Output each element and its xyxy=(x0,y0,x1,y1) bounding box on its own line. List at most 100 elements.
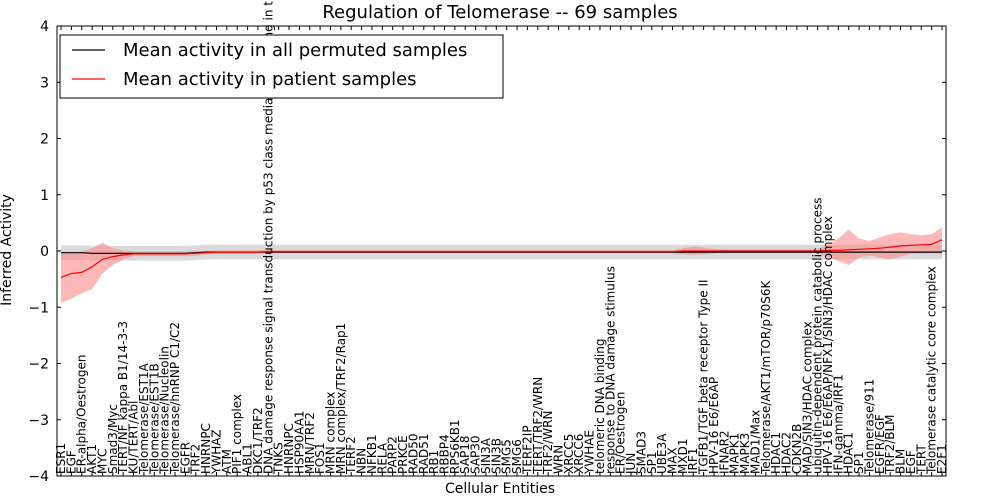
x-axis-label: Cellular Entities xyxy=(445,481,555,497)
x-tick-label: RB1 xyxy=(427,450,441,474)
x-tick-label: Telomerase/hnRNP C1/C2 xyxy=(168,322,182,475)
series-band-1 xyxy=(61,227,942,303)
y-tick-label: 0 xyxy=(40,244,49,260)
y-tick-label: 3 xyxy=(40,75,49,91)
x-tick-label: MAD/SIN3/HDAC complex xyxy=(800,321,814,474)
x-tick-label: XRCC6 xyxy=(572,434,586,474)
chart-title: Regulation of Telomerase -- 69 samples xyxy=(322,2,677,23)
x-tick-label: NFKB1 xyxy=(365,434,379,474)
x-tick-label: SAP18 xyxy=(458,435,472,474)
x-tick-label: TGFB1/TGF beta receptor Type II xyxy=(697,279,711,475)
x-tick-label: IFN-gamma/IRF1 xyxy=(831,374,845,474)
x-tick-label: JUN xyxy=(624,453,638,475)
x-tick-label: E2F1 xyxy=(935,444,949,474)
x-tick-label: ubiquitin-dependent protein catabolic pr… xyxy=(811,198,825,474)
x-tick-label: TRF2 xyxy=(189,444,203,475)
x-tick-label: TRF2/BLM xyxy=(883,414,897,475)
x-tick-label: SMG6 xyxy=(510,439,524,474)
x-tick-label: MYC xyxy=(96,449,110,474)
x-tick-label: PRKCE xyxy=(396,435,410,474)
x-tick-label: PARP2 xyxy=(386,436,400,474)
y-tick-label: 4 xyxy=(40,19,49,35)
x-tick-label: SIN3A xyxy=(479,437,493,474)
x-tick-label: ATM xyxy=(220,449,234,474)
x-tick-label: WRN xyxy=(552,445,566,474)
x-tick-label: HSP90AA1 xyxy=(292,410,306,474)
x-tick-label: SIN3B xyxy=(489,438,503,474)
y-tick-label: −2 xyxy=(28,357,49,373)
y-tick-label: −1 xyxy=(28,300,49,316)
x-tick-label: SP1 xyxy=(645,452,659,475)
x-tick-label: UBE3A xyxy=(655,433,669,474)
legend-label-1: Mean activity in patient samples xyxy=(123,69,417,90)
x-tick-label: TRF2/WRN xyxy=(541,411,555,475)
x-tick-label: CDKN2B xyxy=(790,424,804,474)
x-tick-label: ESR1 xyxy=(54,443,68,474)
x-tick-label: YWHAZ xyxy=(210,429,224,475)
x-tick-label: TNKS xyxy=(272,442,286,475)
x-tick-label: HPV-16 E6/E6AP/NFX1/SIN3/HDAC complex xyxy=(821,216,835,474)
x-tick-label: YWHAE xyxy=(583,430,597,475)
x-tick-label: ABL1 xyxy=(241,443,255,474)
x-tick-label: TERT/NF kappa B1/14-3-3 xyxy=(116,321,130,475)
x-tick-label: MRN complex/TRF2/Rap1 xyxy=(334,323,348,474)
x-tick-label: RELA xyxy=(375,442,389,474)
x-tick-label: RPS6KB1 xyxy=(448,419,462,474)
x-tick-label: MAPK3 xyxy=(738,433,752,474)
x-tick-label: EGFR xyxy=(178,442,192,474)
x-tick-label: SP1 xyxy=(852,452,866,475)
x-tick-label: Telomerase/911 xyxy=(862,379,876,475)
x-tick-label: MAPK1 xyxy=(728,433,742,474)
x-tick-label: XRCC5 xyxy=(562,434,576,474)
y-tick-label: −3 xyxy=(28,413,49,429)
x-tick-label: DNA damage response signal transduction … xyxy=(261,0,275,474)
x-tick-label: SAP30 xyxy=(469,435,483,474)
x-tick-label: DKC1/TRF2 xyxy=(251,407,265,474)
series-line-1 xyxy=(60,239,943,278)
x-tick-label: TERF2IP xyxy=(520,425,534,475)
x-tick-label: KU/TERT/Abl xyxy=(127,401,141,474)
x-tick-label: response to DNA damage stimulus xyxy=(603,266,617,474)
x-tick-label: EGFR/EGF xyxy=(873,414,887,474)
x-tick-label: MRN/TRF2 xyxy=(303,412,317,474)
x-tick-label: Telomerase/Nucleolin xyxy=(158,346,172,475)
x-tick-label: Telomerase/EST1B xyxy=(147,363,161,475)
x-tick-label: telomeric DNA binding xyxy=(593,339,607,475)
x-tick-label: NBN xyxy=(355,448,369,474)
axes: −4−3−2−101234ESR1EGFER-alpha/OestrogenAK… xyxy=(28,0,949,485)
x-tick-label: ER-alpha/Oestrogen xyxy=(75,355,89,474)
x-tick-label: MAX xyxy=(666,447,680,474)
legend-box xyxy=(59,34,504,99)
x-tick-label: PIF1 complex xyxy=(230,394,244,474)
y-tick-label: −4 xyxy=(28,469,49,485)
x-tick-label: TERT/TRF2/WRN xyxy=(531,377,545,475)
x-tick-label: Telomerase/AKT1/mTOR/p70S6K xyxy=(759,279,773,475)
x-tick-label: Telomerase/EST1A xyxy=(137,362,151,475)
x-tick-label: RAD50 xyxy=(406,433,420,474)
x-tick-label: RAD51 xyxy=(417,433,431,474)
x-tick-label: SMAD3 xyxy=(634,431,648,474)
x-tick-label: Telomerase catalytic core complex xyxy=(925,266,939,475)
y-tick-label: 1 xyxy=(40,188,49,204)
x-tick-label: HDAC1 xyxy=(769,432,783,474)
x-tick-label: HPV-16 E6/E6AP xyxy=(707,377,721,474)
x-tick-label: TERT xyxy=(914,444,928,475)
x-tick-label: MRN complex xyxy=(324,392,338,474)
x-tick-label: IFNAR2 xyxy=(717,430,731,474)
x-tick-label: EGF xyxy=(64,450,78,474)
legend: Mean activity in all permuted samples Mea… xyxy=(59,34,504,99)
x-tick-label: FOS1 xyxy=(313,442,327,474)
x-tick-label: HNRNPC xyxy=(199,423,213,474)
x-tick-label: HDAC2 xyxy=(780,432,794,474)
x-tick-label: TERF2 xyxy=(344,436,358,475)
x-tick-label: Smad3/Myc xyxy=(106,404,120,474)
x-tick-label: RBBP4 xyxy=(438,434,452,474)
x-tick-label: EGF xyxy=(904,450,918,474)
x-tick-label: MXD1 xyxy=(676,439,690,474)
x-tick-label: AKT1 xyxy=(85,444,99,474)
x-tick-label: SMG5 xyxy=(500,439,514,474)
x-tick-label: IRF1 xyxy=(686,448,700,474)
x-tick-label: ER/Oestrogen xyxy=(614,392,628,474)
legend-label-0: Mean activity in all permuted samples xyxy=(123,40,467,61)
